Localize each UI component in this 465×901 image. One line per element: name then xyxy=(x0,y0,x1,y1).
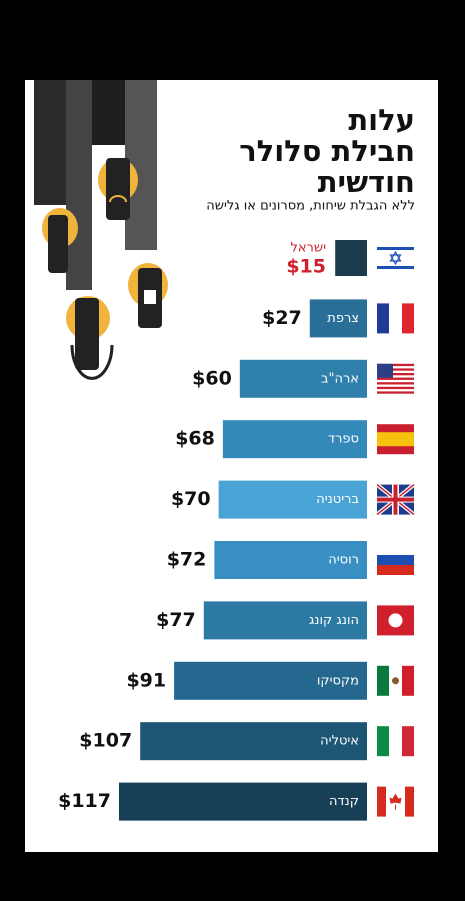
subtitle: ללא הגבלת שיחות, מסרונים או גלישה xyxy=(206,199,415,214)
bar xyxy=(309,299,367,338)
category-label: הונג קונג xyxy=(309,613,359,628)
flag xyxy=(375,483,416,517)
flag-part xyxy=(377,247,414,250)
bar xyxy=(218,480,367,519)
flag-part xyxy=(389,793,402,810)
flag-part xyxy=(377,555,414,565)
flag xyxy=(377,605,414,636)
flag-part xyxy=(377,726,389,757)
bar xyxy=(222,420,367,459)
bar xyxy=(203,601,367,640)
category-label: בריטניה xyxy=(316,492,359,507)
flag-part xyxy=(377,497,414,502)
value-label: $77 xyxy=(156,609,196,631)
flag-part xyxy=(377,665,389,696)
category-label: צרפת xyxy=(327,311,359,326)
value-label: $15 xyxy=(286,256,326,278)
category-label: ספרד xyxy=(328,432,359,447)
category-label: מקסיקו xyxy=(317,673,359,688)
title-line: חבילת סלולר xyxy=(239,134,415,168)
flag-part xyxy=(377,266,414,269)
flag-part xyxy=(377,565,414,575)
illustration xyxy=(34,80,168,380)
flag xyxy=(377,726,414,757)
category-label: ישראל xyxy=(290,241,326,256)
value-label: $27 xyxy=(262,307,302,329)
value-label: $68 xyxy=(175,428,215,450)
flag-part xyxy=(402,303,414,334)
flag-part xyxy=(405,786,414,817)
category-label: איטליה xyxy=(320,734,359,749)
flag-part xyxy=(377,368,414,371)
bar xyxy=(140,722,367,761)
category-label: ארה"ב xyxy=(321,371,359,386)
flag-part xyxy=(377,303,389,334)
title-line: עלות xyxy=(348,103,415,137)
flag-part xyxy=(377,432,414,447)
value-label: $70 xyxy=(171,488,211,510)
flag xyxy=(377,786,414,817)
flag-part xyxy=(392,677,399,685)
category-label: קנדה xyxy=(329,794,359,809)
flag-part xyxy=(389,303,402,334)
flag xyxy=(377,665,414,696)
flag xyxy=(377,545,414,575)
value-label: $91 xyxy=(126,669,166,691)
flag xyxy=(377,363,414,394)
flag-part xyxy=(377,363,393,378)
flag-part xyxy=(377,373,414,376)
flag-part xyxy=(402,726,414,757)
value-label: $107 xyxy=(79,730,132,752)
flag-part xyxy=(377,382,414,385)
flag xyxy=(377,424,414,455)
flag-part xyxy=(377,786,386,817)
bar xyxy=(119,782,367,821)
flag-part xyxy=(377,386,414,390)
flag xyxy=(377,303,414,334)
category-label: רוסיה xyxy=(328,553,359,568)
flag-part xyxy=(377,377,414,380)
flag-part xyxy=(388,613,403,628)
flag-part xyxy=(377,545,414,555)
bar xyxy=(174,661,367,700)
flag-part xyxy=(389,726,402,757)
bar xyxy=(335,240,367,276)
title-line: חודשית xyxy=(318,165,415,199)
value-label: $117 xyxy=(58,790,111,812)
value-label: $72 xyxy=(167,549,207,571)
flag-part xyxy=(402,665,414,696)
bar xyxy=(239,359,367,398)
flag-part xyxy=(377,391,414,394)
value-label: $60 xyxy=(192,367,232,389)
flag xyxy=(377,243,414,273)
bar xyxy=(214,541,367,579)
flag-part xyxy=(377,363,414,367)
flag-part xyxy=(389,250,402,266)
